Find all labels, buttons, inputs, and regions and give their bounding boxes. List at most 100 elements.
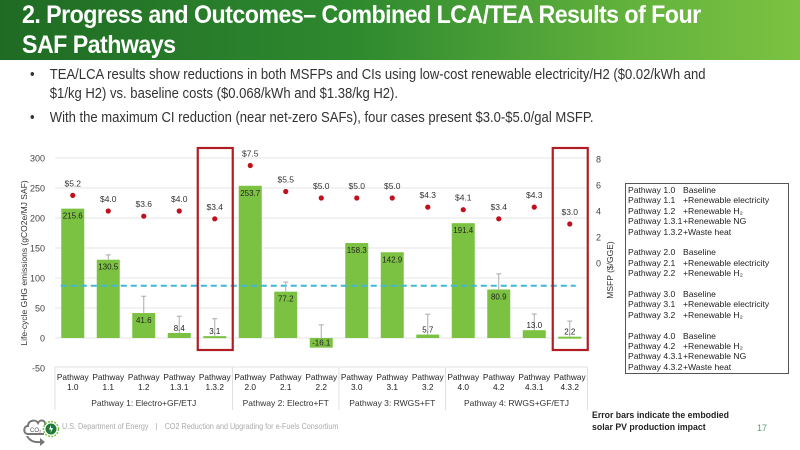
legend-description: Baseline [683, 185, 716, 195]
group-label: Pathway 4: RWGS+GF/ETJ [464, 398, 569, 408]
category-label: Pathway [447, 372, 480, 382]
legend-pathway: Pathway 3.2 [628, 309, 676, 320]
y-tick-label: 300 [30, 154, 45, 164]
bar-value-label: 80.9 [491, 292, 507, 301]
msfp-point [105, 208, 111, 214]
legend-description: +Renewable NG [683, 216, 747, 227]
bar-value-label: 215.6 [63, 212, 84, 221]
category-label: Pathway [341, 372, 374, 382]
bar-value-label: 41.6 [136, 316, 152, 325]
category-label: Pathway [234, 372, 267, 382]
legend-row: Pathway 1.0 Baseline [628, 185, 788, 195]
bar [96, 259, 120, 338]
category-label: Pathway [270, 372, 303, 382]
msfp-label: $3.4 [490, 202, 507, 212]
category-sublabel: 2.1 [280, 382, 292, 392]
category-label: Pathway [163, 372, 196, 382]
category-sublabel: 1.1 [102, 382, 114, 392]
category-label: Pathway [518, 372, 551, 382]
legend-row: Pathway 4.0 Baseline [628, 331, 788, 341]
legend-row: Pathway 2.0 Baseline [628, 247, 788, 257]
y-tick-label: 100 [30, 274, 45, 284]
bar [380, 252, 404, 338]
msfp-point [460, 207, 466, 213]
y2-tick-label: 0 [596, 259, 601, 269]
highlight-box [551, 146, 589, 352]
bar [238, 185, 262, 338]
title-line-2: SAF Pathways [22, 31, 176, 59]
bar [558, 336, 582, 339]
legend-description: +Waste heat [683, 226, 732, 237]
legend-pathway: Pathway 3.0 [628, 289, 676, 300]
category-label: Pathway [199, 372, 232, 382]
legend-row: Pathway 1.3.1 +Renewable NG [628, 216, 788, 226]
category-sublabel: 2.2 [315, 382, 327, 392]
error-bar-note: Error bars indicate the embodied solar P… [592, 410, 729, 434]
legend-gap [628, 279, 788, 289]
error-bar-note-line-2: solar PV production impact [592, 422, 706, 433]
category-label: Pathway [92, 372, 125, 382]
legend-description: +Renewable H₂ [683, 205, 743, 216]
msfp-point [283, 188, 289, 195]
legend-description: +Waste heat [683, 361, 732, 372]
category-sublabel: 1.3.2 [206, 382, 225, 392]
bullet-item: • With the maximum CI reduction (near ne… [30, 109, 714, 128]
bar [416, 334, 440, 338]
msfp-point [425, 204, 431, 210]
y2-tick-label: 4 [596, 207, 601, 217]
bar-value-label: -16.1 [312, 339, 331, 348]
y-tick-label: 250 [30, 184, 45, 194]
bar-value-label: 158.3 [347, 246, 368, 255]
msfp-point [389, 195, 395, 201]
legend-description: Baseline [683, 247, 716, 258]
legend-pathway: Pathway 1.2 [628, 205, 676, 216]
bar [203, 336, 227, 339]
category-sublabel: 1.2 [138, 382, 150, 392]
footer-org: U.S. Department of Energy [62, 422, 149, 431]
legend-description: +Renewable electricity [683, 299, 770, 310]
category-label: Pathway [305, 372, 338, 382]
legend-description: +Renewable H₂ [683, 341, 743, 352]
legend-row: Pathway 4.3.2 +Waste heat [628, 362, 788, 372]
bar-value-label: 142.9 [382, 255, 403, 264]
svg-text:CO₂: CO₂ [30, 428, 42, 434]
legend-row: Pathway 1.2 +Renewable H₂ [628, 206, 788, 216]
legend-description: Baseline [683, 289, 716, 300]
msfp-label: $5.2 [64, 178, 81, 188]
bar-value-label: 3.1 [209, 327, 221, 336]
bar-value-label: 130.5 [98, 263, 119, 272]
bar [522, 330, 546, 338]
msfp-label: $4.3 [526, 190, 543, 200]
legend-row: Pathway 3.1 +Renewable electricity [628, 299, 788, 309]
bullet-icon: • [30, 67, 35, 83]
legend-description: +Renewable NG [683, 351, 747, 362]
group-label: Pathway 3: RWGS+FT [349, 398, 435, 408]
legend-description: +Renewable H₂ [683, 309, 743, 320]
msfp-label: $5.5 [277, 175, 294, 185]
bar-value-label: 2.2 [564, 328, 576, 337]
y-tick-label: 200 [30, 214, 45, 224]
legend-row: Pathway 2.2 +Renewable H₂ [628, 268, 788, 278]
legend-gap [628, 237, 788, 247]
category-label: Pathway [412, 372, 445, 382]
y-tick-label: -50 [32, 364, 45, 374]
msfp-point [531, 204, 537, 210]
footer-consortium: CO2 Reduction and Upgrading for e-Fuels … [164, 422, 339, 431]
y-tick-label: 0 [40, 334, 45, 344]
legend-gap [628, 320, 788, 330]
legend-pathway: Pathway 1.3.2 [628, 226, 683, 237]
bar-value-label: 8.4 [174, 324, 186, 333]
bar [487, 289, 511, 338]
msfp-point [212, 216, 218, 222]
bar-value-label: 13.0 [526, 321, 542, 330]
bar [132, 313, 156, 338]
group-label: Pathway 2: Electro+FT [243, 398, 329, 408]
legend-pathway: Pathway 1.3.1 [628, 216, 683, 227]
msfp-label: $4.0 [100, 194, 117, 204]
msfp-point [318, 195, 324, 201]
y-tick-label: 50 [35, 304, 45, 314]
category-sublabel: 1.3.1 [170, 382, 189, 392]
bar-value-label: 5.7 [422, 326, 434, 335]
bar [451, 223, 475, 338]
category-label: Pathway [554, 372, 587, 382]
